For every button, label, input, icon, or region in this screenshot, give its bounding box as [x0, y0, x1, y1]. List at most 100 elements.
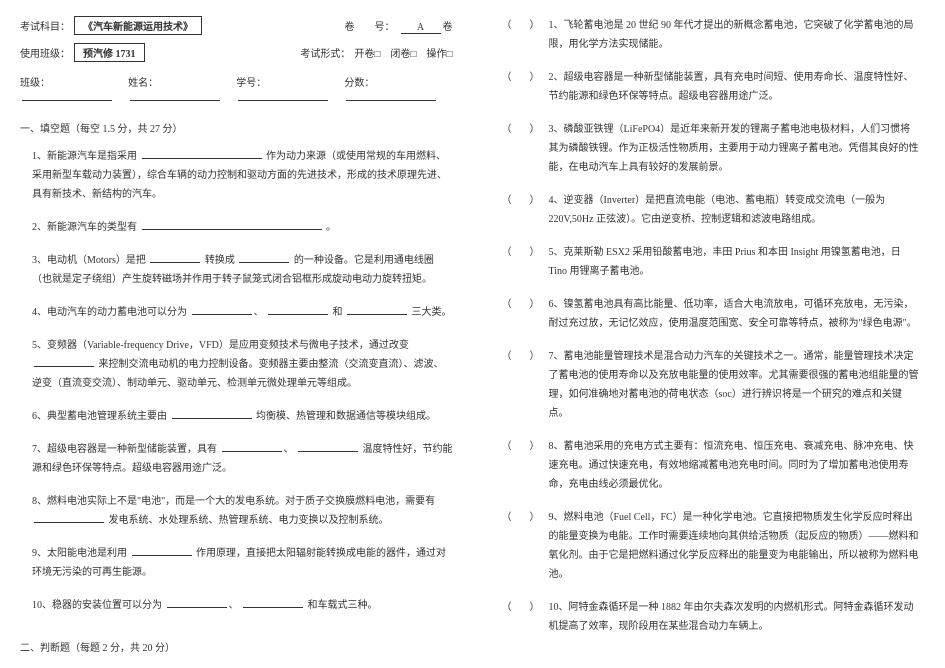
q2-blank[interactable]: [142, 218, 322, 230]
examform-label: 考试形式：: [300, 45, 350, 60]
q10a: 10、稳器的安装位置可以分为: [32, 600, 162, 611]
paren-open: （: [493, 243, 521, 281]
sid-field[interactable]: [238, 89, 328, 101]
r5-text: 5、克莱斯勒 ESX2 采用铅酸蓄电池，丰田 Prius 和本田 Insight…: [549, 243, 926, 281]
q5-blank[interactable]: [34, 355, 94, 367]
subject-value: 《汽车新能源运用技术》: [74, 16, 202, 35]
paren-open: （: [493, 508, 521, 584]
r5: （ ） 5、克莱斯勒 ESX2 采用铅酸蓄电池，丰田 Prius 和本田 Ins…: [493, 243, 926, 281]
q1-blank[interactable]: [142, 147, 262, 159]
r7: （ ） 7、蓄电池能量管理技术是混合动力汽车的关键技术之一。通常，能量管理技术决…: [493, 347, 926, 423]
paren-close: ）: [521, 508, 549, 584]
class-value: 预汽修 1731: [74, 43, 145, 62]
q1: 1、新能源汽车是指采用 作为动力来源（或使用常规的车用燃料、采用新型车载动力装置…: [32, 147, 453, 204]
paren-open: （: [493, 68, 521, 106]
examform-value: 开卷□ 闭卷□ 操作□: [354, 45, 452, 60]
q8b: 发电系统、水处理系统、热管理系统、电力变换以及控制系统。: [109, 515, 389, 526]
q7-blank1[interactable]: [222, 440, 282, 452]
subject-label: 考试科目：: [20, 18, 70, 33]
name-field[interactable]: [130, 89, 220, 101]
q3-blank1[interactable]: [150, 251, 200, 263]
class-label: 使用班级：: [20, 45, 70, 60]
paren-close: ）: [521, 191, 549, 229]
q9: 9、太阳能电池是利用 作用原理，直接把太阳辐射能转换成电能的器件，通过对环境无污…: [32, 544, 453, 582]
r3: （ ） 3、磷酸亚铁锂（LiFePO4）是近年来新开发的锂离子蓄电池电极材料，人…: [493, 120, 926, 177]
q7: 7、超级电容器是一种新型储能装置，具有 、 温度特性好，节约能源和绿色环保等特点…: [32, 440, 453, 478]
paper-letter: A: [401, 22, 441, 34]
q3: 3、电动机（Motors）是把 转换成 的一种设备。它是利用通电线圈（也就是定子…: [32, 251, 453, 289]
q8: 8、燃料电池实际上不是"电池"，而是一个大的发电系统。对于质子交换膜燃料电池，需…: [32, 492, 453, 530]
q6b: 均衡模、热管理和数据通信等模块组成。: [256, 411, 436, 422]
score-field[interactable]: [346, 89, 436, 101]
r4-text: 4、逆变器（Inverter）是把直流电能（电池、蓄电瓶）转变成交流电（一般为 …: [549, 191, 926, 229]
q4-blank3[interactable]: [347, 303, 407, 315]
paren-close: ）: [521, 68, 549, 106]
r1: （ ） 1、飞轮蓄电池是 20 世纪 90 年代才提出的新概念蓄电池，它突破了化…: [493, 16, 926, 54]
q4c: 三大类。: [412, 307, 452, 318]
paren-close: ）: [521, 598, 549, 636]
q10-blank2[interactable]: [243, 596, 303, 608]
q10: 10、稳器的安装位置可以分为 、 和车载式三种。: [32, 596, 453, 615]
paren-open: （: [493, 598, 521, 636]
q10tail: 和车载式三种。: [308, 600, 378, 611]
r10: （ ） 10、阿特金森循环是一种 1882 年由尔夫森次发明的内燃机形式。阿特金…: [493, 598, 926, 636]
paper-suffix: 卷: [443, 18, 453, 33]
q4-blank2[interactable]: [268, 303, 328, 315]
q1a: 1、新能源汽车是指采用: [32, 151, 137, 162]
r8-text: 8、蓄电池采用的充电方式主要有：恒流充电、恒压充电、衰减充电、脉冲充电、快速充电…: [549, 437, 926, 494]
q9a: 9、太阳能电池是利用: [32, 548, 127, 559]
paren-close: ）: [521, 437, 549, 494]
q2: 2、新能源汽车的类型有 。: [32, 218, 453, 237]
q4-blank1[interactable]: [192, 303, 252, 315]
q3-blank2[interactable]: [239, 251, 289, 263]
grade-label: 班级：: [20, 78, 50, 89]
paren-open: （: [493, 191, 521, 229]
r3-text: 3、磷酸亚铁锂（LiFePO4）是近年来新开发的锂离子蓄电池电极材料，人们习惯将…: [549, 120, 926, 177]
paren-close: ）: [521, 347, 549, 423]
q10-blank1[interactable]: [167, 596, 227, 608]
q3b: 转换成: [205, 255, 235, 266]
r1-text: 1、飞轮蓄电池是 20 世纪 90 年代才提出的新概念蓄电池，它突破了化学蓄电池…: [549, 16, 926, 54]
q5: 5、变频器（Variable-frequency Drive，VFD）是应用变频…: [32, 336, 453, 393]
r6: （ ） 6、镍氢蓄电池具有高比能量、低功率，适合大电流放电，可循环充放电，无污染…: [493, 295, 926, 333]
section1-title: 一、填空题（每空 1.5 分，共 27 分）: [20, 120, 453, 135]
r2: （ ） 2、超级电容器是一种新型储能装置，具有充电时间短、使用寿命长、温度特性好…: [493, 68, 926, 106]
q4b: 和: [333, 307, 343, 318]
r4: （ ） 4、逆变器（Inverter）是把直流电能（电池、蓄电瓶）转变成交流电（…: [493, 191, 926, 229]
r7-text: 7、蓄电池能量管理技术是混合动力汽车的关键技术之一。通常，能量管理技术决定了蓄电…: [549, 347, 926, 423]
paren-open: （: [493, 347, 521, 423]
q7-blank2[interactable]: [298, 440, 358, 452]
r2-text: 2、超级电容器是一种新型储能装置，具有充电时间短、使用寿命长、温度特性好、节约能…: [549, 68, 926, 106]
q4a: 4、电动汽车的动力蓄电池可以分为: [32, 307, 187, 318]
q2a: 2、新能源汽车的类型有: [32, 222, 137, 233]
q4: 4、电动汽车的动力蓄电池可以分为 、 和 三大类。: [32, 303, 453, 322]
r6-text: 6、镍氢蓄电池具有高比能量、低功率，适合大电流放电，可循环充放电，无污染，耐过充…: [549, 295, 926, 333]
paren-close: ）: [521, 16, 549, 54]
paren-close: ）: [521, 295, 549, 333]
q8a: 8、燃料电池实际上不是"电池"，而是一个大的发电系统。对于质子交换膜燃料电池，需…: [32, 496, 435, 507]
paren-close: ）: [521, 120, 549, 177]
paren-open: （: [493, 16, 521, 54]
r9: （ ） 9、燃料电池（Fuel Cell，FC）是一种化学电池。它直接把物质发生…: [493, 508, 926, 584]
section2-title: 二、判断题（每题 2 分，共 20 分）: [20, 639, 453, 654]
q7a: 7、超级电容器是一种新型储能装置，具有: [32, 444, 217, 455]
q6: 6、典型蓄电池管理系统主要由 均衡模、热管理和数据通信等模块组成。: [32, 407, 453, 426]
paren-open: （: [493, 437, 521, 494]
q6-blank[interactable]: [172, 407, 252, 419]
r8: （ ） 8、蓄电池采用的充电方式主要有：恒流充电、恒压充电、衰减充电、脉冲充电、…: [493, 437, 926, 494]
grade-field[interactable]: [22, 89, 112, 101]
paren-close: ）: [521, 243, 549, 281]
r9-text: 9、燃料电池（Fuel Cell，FC）是一种化学电池。它直接把物质发生化学反应…: [549, 508, 926, 584]
q9-blank[interactable]: [132, 544, 192, 556]
q5a: 5、变频器（Variable-frequency Drive，VFD）是应用变频…: [32, 340, 409, 351]
sid-label: 学号：: [236, 78, 266, 89]
score-label: 分数：: [344, 78, 374, 89]
paren-open: （: [493, 120, 521, 177]
paper-label: 卷 号：: [345, 18, 395, 33]
paren-open: （: [493, 295, 521, 333]
r10-text: 10、阿特金森循环是一种 1882 年由尔夫森次发明的内燃机形式。阿特金森循环发…: [549, 598, 926, 636]
q3a: 3、电动机（Motors）是把: [32, 255, 146, 266]
q6a: 6、典型蓄电池管理系统主要由: [32, 411, 167, 422]
q8-blank[interactable]: [34, 511, 104, 523]
name-label: 姓名：: [128, 78, 158, 89]
